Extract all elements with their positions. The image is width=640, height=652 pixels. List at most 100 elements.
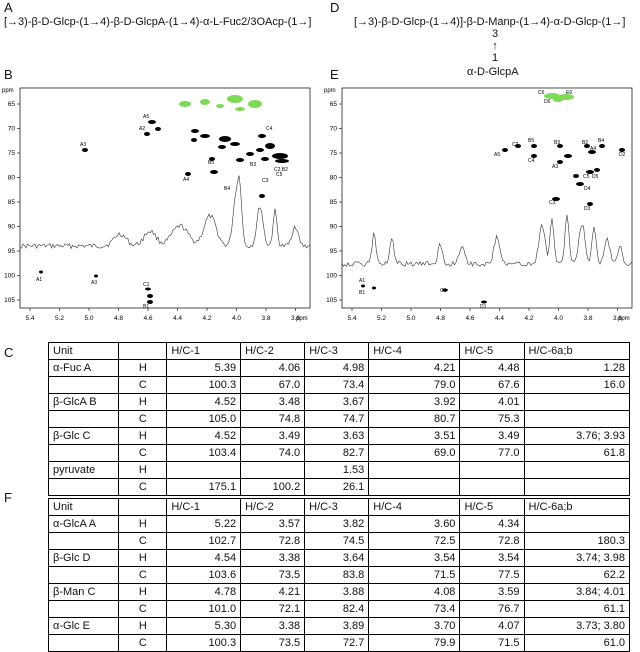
table-cell: α-GlcA A <box>47 515 120 533</box>
table-cell: H <box>118 583 168 601</box>
green-crosspeak <box>179 101 191 107</box>
crosspeak <box>564 154 572 158</box>
table-cell <box>523 515 631 533</box>
crosspeak <box>148 120 156 124</box>
crosspeak <box>144 132 150 136</box>
crosspeak <box>361 284 365 288</box>
x-tick-label: 3.6 <box>613 315 622 322</box>
table-cell: 3.67 <box>304 393 370 411</box>
table-header-cell: Unit <box>47 498 120 516</box>
crosspeak <box>599 144 605 148</box>
table-cell: 82.7 <box>304 444 370 462</box>
x-tick-label: 5.2 <box>377 315 386 322</box>
table-cell: 3.51 <box>368 427 461 445</box>
x-tick-label: 4.0 <box>232 315 241 322</box>
table-row: β-Glc D H 4.54 3.38 3.64 3.54 3.54 3.74; 3.98 <box>47 549 631 567</box>
table-cell: 4.06 <box>240 359 306 377</box>
table-cell: C <box>118 566 168 584</box>
proton-1d-trace <box>341 214 632 267</box>
table-row: C 103.6 73.5 83.8 71.5 77.5 62.2 <box>47 566 631 584</box>
table-row: β-Man C H 4.78 4.21 3.88 4.08 3.59 3.84; 4.01 <box>47 583 631 601</box>
crosspeak <box>552 197 560 201</box>
table-cell: 3.64 <box>304 549 370 567</box>
table-cell: 4.01 <box>459 393 525 411</box>
table-cell: 3.38 <box>240 549 306 567</box>
table-cell: 71.5 <box>459 634 525 652</box>
peak-label: C3 <box>549 200 556 206</box>
crosspeak <box>218 145 226 149</box>
table-cell: 4.54 <box>166 549 242 567</box>
table-cell: 74.0 <box>240 444 306 462</box>
y-tick-label: 85 <box>330 199 338 206</box>
table-cell: β-Man C <box>47 583 120 601</box>
peak-label: D5 <box>592 174 599 180</box>
plot-frame <box>19 87 311 309</box>
table-cell: 4.07 <box>459 617 525 635</box>
structure-a: [→3)-β-D-Glcp-(1→4)-β-D-GlcpA-(1→4)-α-L-… <box>4 16 312 28</box>
peak-label: C1 <box>440 288 447 294</box>
x-axis-unit: ppm <box>618 316 630 322</box>
table-cell: 3.48 <box>240 393 306 411</box>
crosspeak <box>372 286 376 290</box>
peak-label: A5 <box>494 152 500 158</box>
crosspeak <box>261 157 269 161</box>
table-cell: H <box>118 549 168 567</box>
table-cell: 100.3 <box>166 376 242 394</box>
crosspeak <box>573 174 579 178</box>
table-cell <box>459 461 525 479</box>
table-cell: 101.0 <box>166 600 242 618</box>
panel-e-label: E <box>330 67 339 82</box>
y-tick-label: 65 <box>8 101 16 108</box>
crosspeak <box>94 274 98 278</box>
table-cell: 4.98 <box>304 359 370 377</box>
crosspeak <box>584 144 590 148</box>
table-cell <box>47 478 120 496</box>
table-cell: 61.0 <box>523 634 631 652</box>
plot-frame <box>341 87 633 309</box>
peak-label: C5 <box>583 174 590 180</box>
table-cell: 3.88 <box>304 583 370 601</box>
table-cell: 1.53 <box>304 461 370 479</box>
y-tick-label: 80 <box>8 175 16 182</box>
crosspeak <box>191 129 199 133</box>
table-cell: C <box>118 600 168 618</box>
table-cell: 76.7 <box>459 600 525 618</box>
table-cell: 3.73; 3.80 <box>523 617 631 635</box>
green-crosspeak <box>558 94 574 100</box>
table-cell: 67.0 <box>240 376 306 394</box>
green-crosspeak <box>235 107 245 111</box>
table-cell: 3.57 <box>240 515 306 533</box>
x-tick-label: 3.8 <box>583 315 592 322</box>
crosspeak <box>39 270 43 274</box>
table-header-cell: H/C-1 <box>166 498 242 516</box>
table-cell <box>368 461 461 479</box>
table-cell: 4.08 <box>368 583 461 601</box>
table-cell <box>166 461 242 479</box>
x-tick-label: 4.2 <box>202 315 211 322</box>
crosspeak <box>576 182 584 186</box>
table-cell: 103.6 <box>166 566 242 584</box>
peak-label: A3 <box>80 142 86 148</box>
green-crosspeak <box>553 98 563 102</box>
crosspeak <box>230 142 240 146</box>
proton-1d-trace <box>19 175 310 250</box>
table-cell <box>523 461 631 479</box>
green-crosspeak <box>227 95 243 103</box>
crosspeak <box>531 144 537 148</box>
crosspeak <box>515 144 521 148</box>
table-cell: pyruvate <box>47 461 120 479</box>
table-cell: 4.21 <box>240 583 306 601</box>
peak-label: A1 <box>36 277 42 283</box>
y-tick-label: 75 <box>330 150 338 157</box>
table-cell: 77.0 <box>459 444 525 462</box>
table-cell: 100.2 <box>240 478 306 496</box>
table-cell: 3.59 <box>459 583 525 601</box>
table-cell: 77.5 <box>459 566 525 584</box>
table-cell: H <box>118 359 168 377</box>
peak-label: A3 <box>91 280 97 286</box>
branch-num-bottom: 1 <box>491 52 499 64</box>
table-cell: C <box>118 634 168 652</box>
table-cell: 16.0 <box>523 376 631 394</box>
table-row: C 103.4 74.0 82.7 69.0 77.0 61.8 <box>47 444 631 462</box>
table-header-cell: H/C-1 <box>166 342 242 360</box>
